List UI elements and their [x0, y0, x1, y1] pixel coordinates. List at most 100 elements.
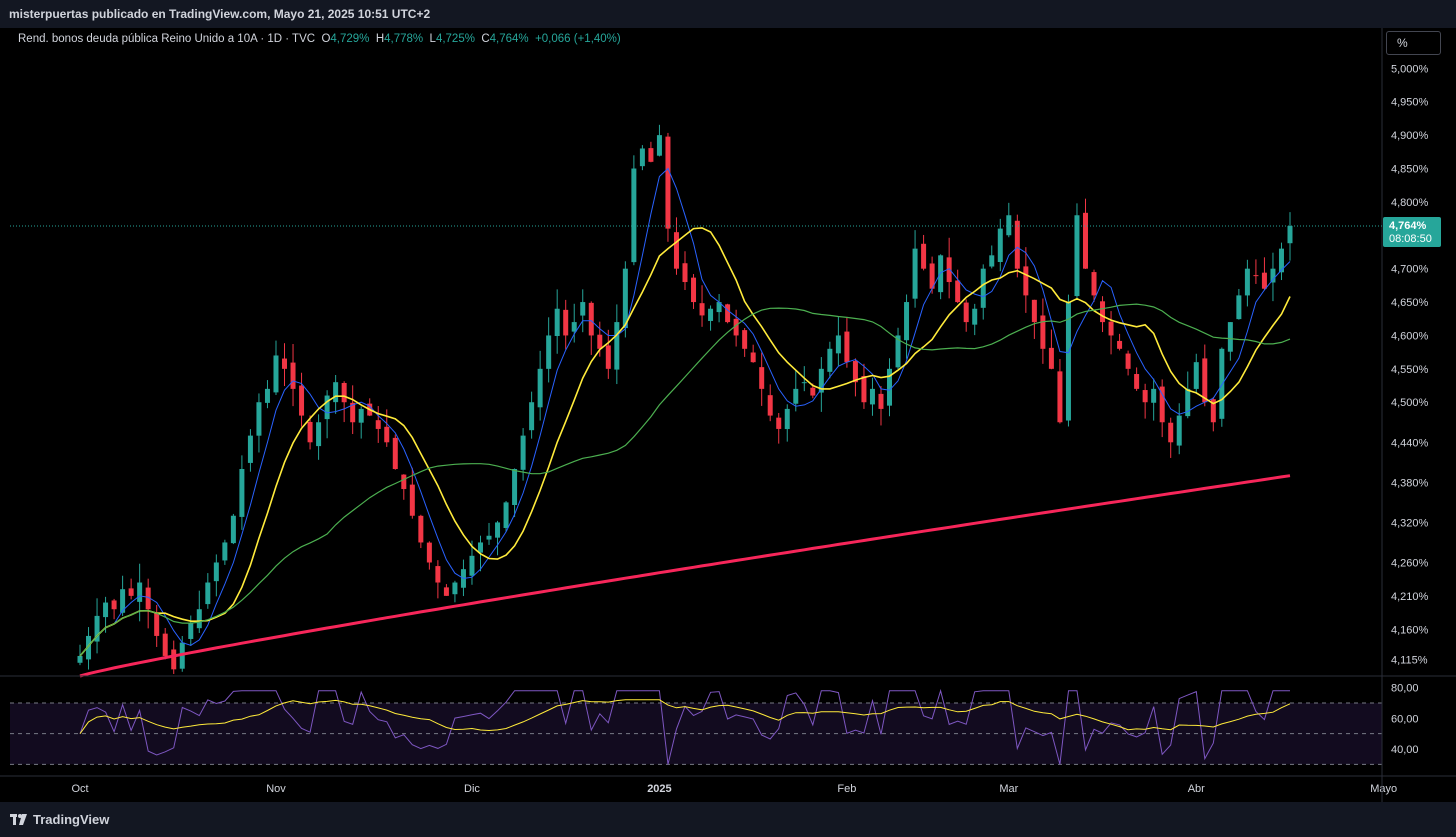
low-value: 4,725%	[435, 33, 475, 45]
candle-body	[1100, 301, 1106, 323]
candle-body	[205, 582, 211, 605]
open-label: O	[321, 33, 331, 45]
candle-body	[1236, 295, 1242, 320]
candle-body	[1065, 302, 1071, 421]
candle-body	[844, 331, 850, 363]
candle-body	[972, 308, 978, 325]
price-tick-label: 5,000%	[1391, 63, 1429, 75]
candle-body	[1185, 388, 1191, 417]
candle-body	[137, 582, 143, 602]
candle-body	[656, 135, 662, 156]
candle-body	[733, 318, 739, 336]
candle-body	[418, 515, 424, 543]
candle-body	[350, 402, 356, 423]
time-tick-label: Oct	[71, 783, 88, 795]
candle-body	[665, 136, 671, 229]
open-value: 4,729%	[330, 33, 370, 45]
candle-body	[333, 382, 339, 403]
footer-bar	[0, 802, 1456, 837]
last-price-countdown: 08:08:50	[1389, 233, 1432, 245]
candle-body	[997, 228, 1003, 262]
candle-body	[784, 408, 790, 430]
candle-body	[401, 474, 407, 490]
candle-body	[94, 615, 100, 642]
candle-body	[1014, 220, 1020, 269]
time-tick-label: Dic	[464, 783, 480, 795]
candle-body	[1210, 399, 1216, 423]
candle-body	[597, 334, 603, 349]
candle-body	[358, 408, 364, 423]
candle-body	[725, 304, 731, 323]
candle-body	[1048, 347, 1054, 369]
candle-body	[546, 335, 552, 369]
candle-body	[495, 522, 501, 538]
percent-scale-button[interactable]: %	[1386, 31, 1441, 55]
candle-body	[1074, 215, 1080, 297]
candle-body	[938, 255, 944, 293]
price-tick-label: 4,550%	[1391, 364, 1429, 376]
candle-body	[614, 322, 620, 370]
rsi-ma-line	[79, 699, 1291, 734]
candle-body	[1151, 388, 1157, 403]
time-tick-label: Feb	[837, 783, 856, 795]
candle-body	[776, 417, 782, 429]
candle-body	[230, 515, 236, 544]
candle-body	[895, 335, 901, 368]
high-value: 4,778%	[384, 33, 424, 45]
candle-body	[188, 622, 194, 639]
candle-body	[1125, 353, 1131, 369]
candle-body	[622, 268, 628, 329]
rsi-tick-label: 80,00	[1391, 683, 1419, 695]
candle-body	[1227, 322, 1233, 352]
candle-body	[989, 255, 995, 267]
candle-body	[77, 655, 83, 663]
price-tick-label: 4,800%	[1391, 197, 1429, 209]
candle-body	[120, 589, 126, 613]
candle-body	[171, 649, 177, 670]
candle-body	[1023, 266, 1029, 296]
candle-body	[1193, 362, 1199, 389]
candle-body	[1176, 415, 1182, 446]
candle-body	[904, 302, 910, 341]
brand-name: TradingView	[33, 812, 110, 827]
price-tick-label: 4,950%	[1391, 97, 1429, 109]
candle-body	[452, 582, 458, 595]
candle-body	[1168, 422, 1174, 443]
candle-body	[273, 355, 279, 393]
candle-body	[554, 308, 560, 337]
price-tick-label: 4,115%	[1391, 654, 1428, 666]
price-chart[interactable]: 5,000% 4,950% 4,900% 4,850% 4,800% 4,700% 4,65…	[0, 0, 1456, 802]
candle-body	[324, 395, 330, 420]
ma-long-line	[79, 474, 1291, 678]
candle-body	[691, 277, 697, 303]
candle-body	[861, 376, 867, 403]
candle-body	[682, 263, 688, 283]
tradingview-logo-icon	[10, 813, 27, 825]
candle-body	[392, 437, 398, 469]
candle-body	[1159, 386, 1165, 423]
candle-body	[503, 502, 509, 528]
candle-body	[921, 243, 927, 269]
candle-body	[247, 435, 253, 463]
candle-body	[1261, 272, 1267, 289]
rsi-tick-label: 60,00	[1391, 713, 1419, 725]
candle-body	[512, 469, 518, 506]
candle-body	[563, 309, 569, 336]
price-axis: 5,000% 4,950% 4,900% 4,850% 4,800% 4,700% 4,65…	[1391, 63, 1429, 666]
price-tick-label: 4,650%	[1391, 297, 1429, 309]
candle-body	[708, 308, 714, 321]
tradingview-brand: TradingView	[10, 812, 109, 827]
candle-body	[264, 388, 270, 403]
candle-body	[290, 362, 296, 389]
candle-body	[750, 352, 756, 363]
candle-body	[537, 368, 543, 408]
candle-body	[759, 367, 765, 389]
candle-body	[648, 148, 654, 162]
price-tick-label: 4,600%	[1391, 330, 1429, 342]
candle-body	[1108, 321, 1114, 336]
candle-body	[742, 330, 748, 349]
candle-body	[716, 302, 722, 313]
candle-body	[213, 562, 219, 582]
candle-body	[810, 387, 816, 396]
close-label: C	[481, 33, 490, 45]
